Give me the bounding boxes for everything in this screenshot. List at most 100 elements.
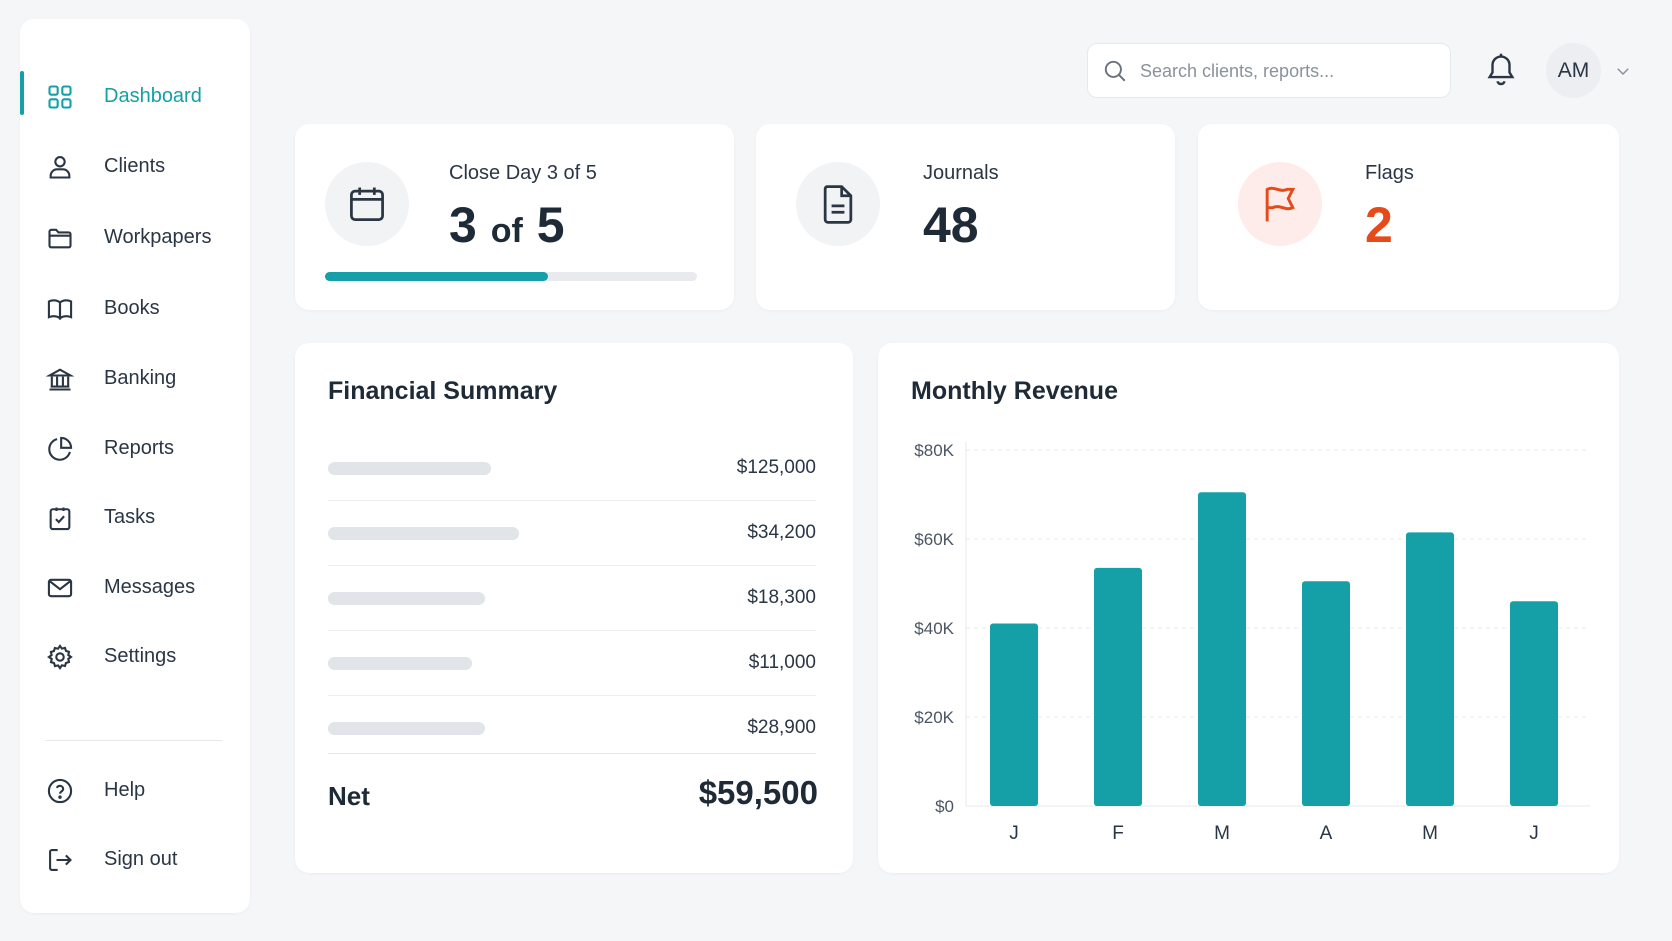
mail-icon <box>46 574 74 602</box>
bell-icon[interactable] <box>1484 51 1518 89</box>
close-day-of: of <box>490 212 523 250</box>
search-box[interactable] <box>1087 43 1451 98</box>
clipboard-check-icon <box>46 504 74 532</box>
net-value: $59,500 <box>698 774 818 811</box>
list-item: $11,000 <box>328 631 816 696</box>
flags-label: Flags <box>1365 162 1414 184</box>
pie-chart-icon <box>46 435 74 463</box>
active-indicator <box>20 71 24 115</box>
sidebar-item-label: Clients <box>104 154 166 177</box>
list-item: $18,300 <box>328 566 816 631</box>
chevron-down-icon[interactable] <box>1614 62 1632 80</box>
gear-icon <box>46 643 74 671</box>
placeholder-bar <box>328 657 472 670</box>
document-icon <box>796 162 880 246</box>
row-divider <box>328 565 816 566</box>
sidebar-item-label: Workpapers <box>104 225 212 248</box>
sidebar-item-settings[interactable]: Settings <box>20 631 250 681</box>
sidebar-item-workpapers[interactable]: Workpapers <box>20 212 250 262</box>
chart-title: Monthly Revenue <box>911 377 1118 405</box>
journals-value: 48 <box>923 197 979 253</box>
flag-icon <box>1238 162 1322 246</box>
row-amount: $18,300 <box>747 587 816 608</box>
sidebar-item-books[interactable]: Books <box>20 283 250 333</box>
bar-0 <box>990 623 1038 806</box>
calendar-icon <box>325 162 409 246</box>
financial-summary-card: Financial Summary $125,000 $34,200 $18,3… <box>295 343 853 873</box>
sidebar-item-clients[interactable]: Clients <box>20 141 250 191</box>
close-day-card: Close Day 3 of 5 3 of 5 <box>295 124 734 310</box>
y-tick-label: $40K <box>914 619 954 638</box>
sidebar-item-label: Messages <box>104 575 196 598</box>
row-divider <box>328 500 816 501</box>
bar-5 <box>1510 601 1558 806</box>
bar-4 <box>1406 532 1454 806</box>
y-tick-label: $0 <box>935 797 954 816</box>
sidebar-item-label: Banking <box>104 366 177 389</box>
placeholder-bar <box>328 592 485 605</box>
sidebar-item-banking[interactable]: Banking <box>20 353 250 403</box>
journals-card: Journals 48 <box>756 124 1175 310</box>
row-amount: $34,200 <box>747 522 816 543</box>
row-divider <box>328 630 816 631</box>
monthly-revenue-card: Monthly Revenue $0 $20K $40K $60K $80K J F M A M J <box>878 343 1619 873</box>
row-amount: $28,900 <box>747 717 816 738</box>
placeholder-bar <box>328 527 519 540</box>
x-tick-label: M <box>1214 823 1230 844</box>
sidebar-item-label: Help <box>104 778 146 801</box>
row-divider <box>328 695 816 696</box>
avatar[interactable]: AM <box>1546 43 1601 98</box>
sidebar-item-label: Books <box>104 296 160 319</box>
placeholder-bar <box>328 722 485 735</box>
folder-icon <box>46 224 74 252</box>
x-tick-label: J <box>1529 823 1539 844</box>
y-tick-label: $80K <box>914 441 954 460</box>
close-day-current: 3 <box>449 197 477 253</box>
search-input[interactable] <box>1140 54 1440 88</box>
progress-fill <box>325 272 549 281</box>
sidebar: Dashboard Clients Workpapers Books Banki… <box>20 19 250 913</box>
sidebar-item-tasks[interactable]: Tasks <box>20 492 250 542</box>
book-icon <box>46 295 74 323</box>
flags-value: 2 <box>1365 197 1393 253</box>
y-tick-label: $20K <box>914 708 954 727</box>
row-amount: $125,000 <box>736 457 816 478</box>
sidebar-item-label: Dashboard <box>104 84 202 107</box>
close-day-total: 5 <box>536 197 565 253</box>
revenue-bar-chart: $0 $20K $40K $60K $80K J F M A M J <box>914 441 1590 844</box>
bar-2 <box>1198 492 1246 806</box>
list-item: $28,900 <box>328 696 816 761</box>
close-day-progress <box>325 272 697 281</box>
bar-1 <box>1094 567 1142 806</box>
x-tick-label: J <box>1009 823 1019 844</box>
x-tick-label: F <box>1112 823 1124 844</box>
sign-out-icon <box>46 846 74 874</box>
close-day-value: 3 of 5 <box>449 200 565 250</box>
sidebar-item-label: Sign out <box>104 847 178 870</box>
journals-label: Journals <box>923 162 999 184</box>
grid-icon <box>46 83 74 111</box>
net-divider <box>328 753 816 754</box>
search-icon <box>1102 58 1128 84</box>
sidebar-item-label: Settings <box>104 644 177 667</box>
sidebar-item-messages[interactable]: Messages <box>20 562 250 612</box>
sidebar-item-label: Reports <box>104 436 175 459</box>
list-item: $125,000 <box>328 436 816 501</box>
placeholder-bar <box>328 462 491 475</box>
financial-summary-title: Financial Summary <box>328 377 558 405</box>
x-tick-label: A <box>1320 823 1333 844</box>
sidebar-item-sign-out[interactable]: Sign out <box>20 834 250 884</box>
sidebar-divider <box>45 740 222 741</box>
sidebar-item-help[interactable]: Help <box>20 765 250 815</box>
sidebar-item-label: Tasks <box>104 505 156 528</box>
close-day-label: Close Day 3 of 5 <box>449 162 597 184</box>
bar-3 <box>1302 581 1350 806</box>
sidebar-item-reports[interactable]: Reports <box>20 423 250 473</box>
help-circle-icon <box>46 777 74 805</box>
sidebar-item-dashboard[interactable]: Dashboard <box>20 71 250 121</box>
x-tick-label: M <box>1422 823 1438 844</box>
net-label: Net <box>328 781 370 811</box>
y-tick-label: $60K <box>914 530 954 549</box>
flags-card: Flags 2 <box>1198 124 1619 310</box>
bank-icon <box>46 365 74 393</box>
